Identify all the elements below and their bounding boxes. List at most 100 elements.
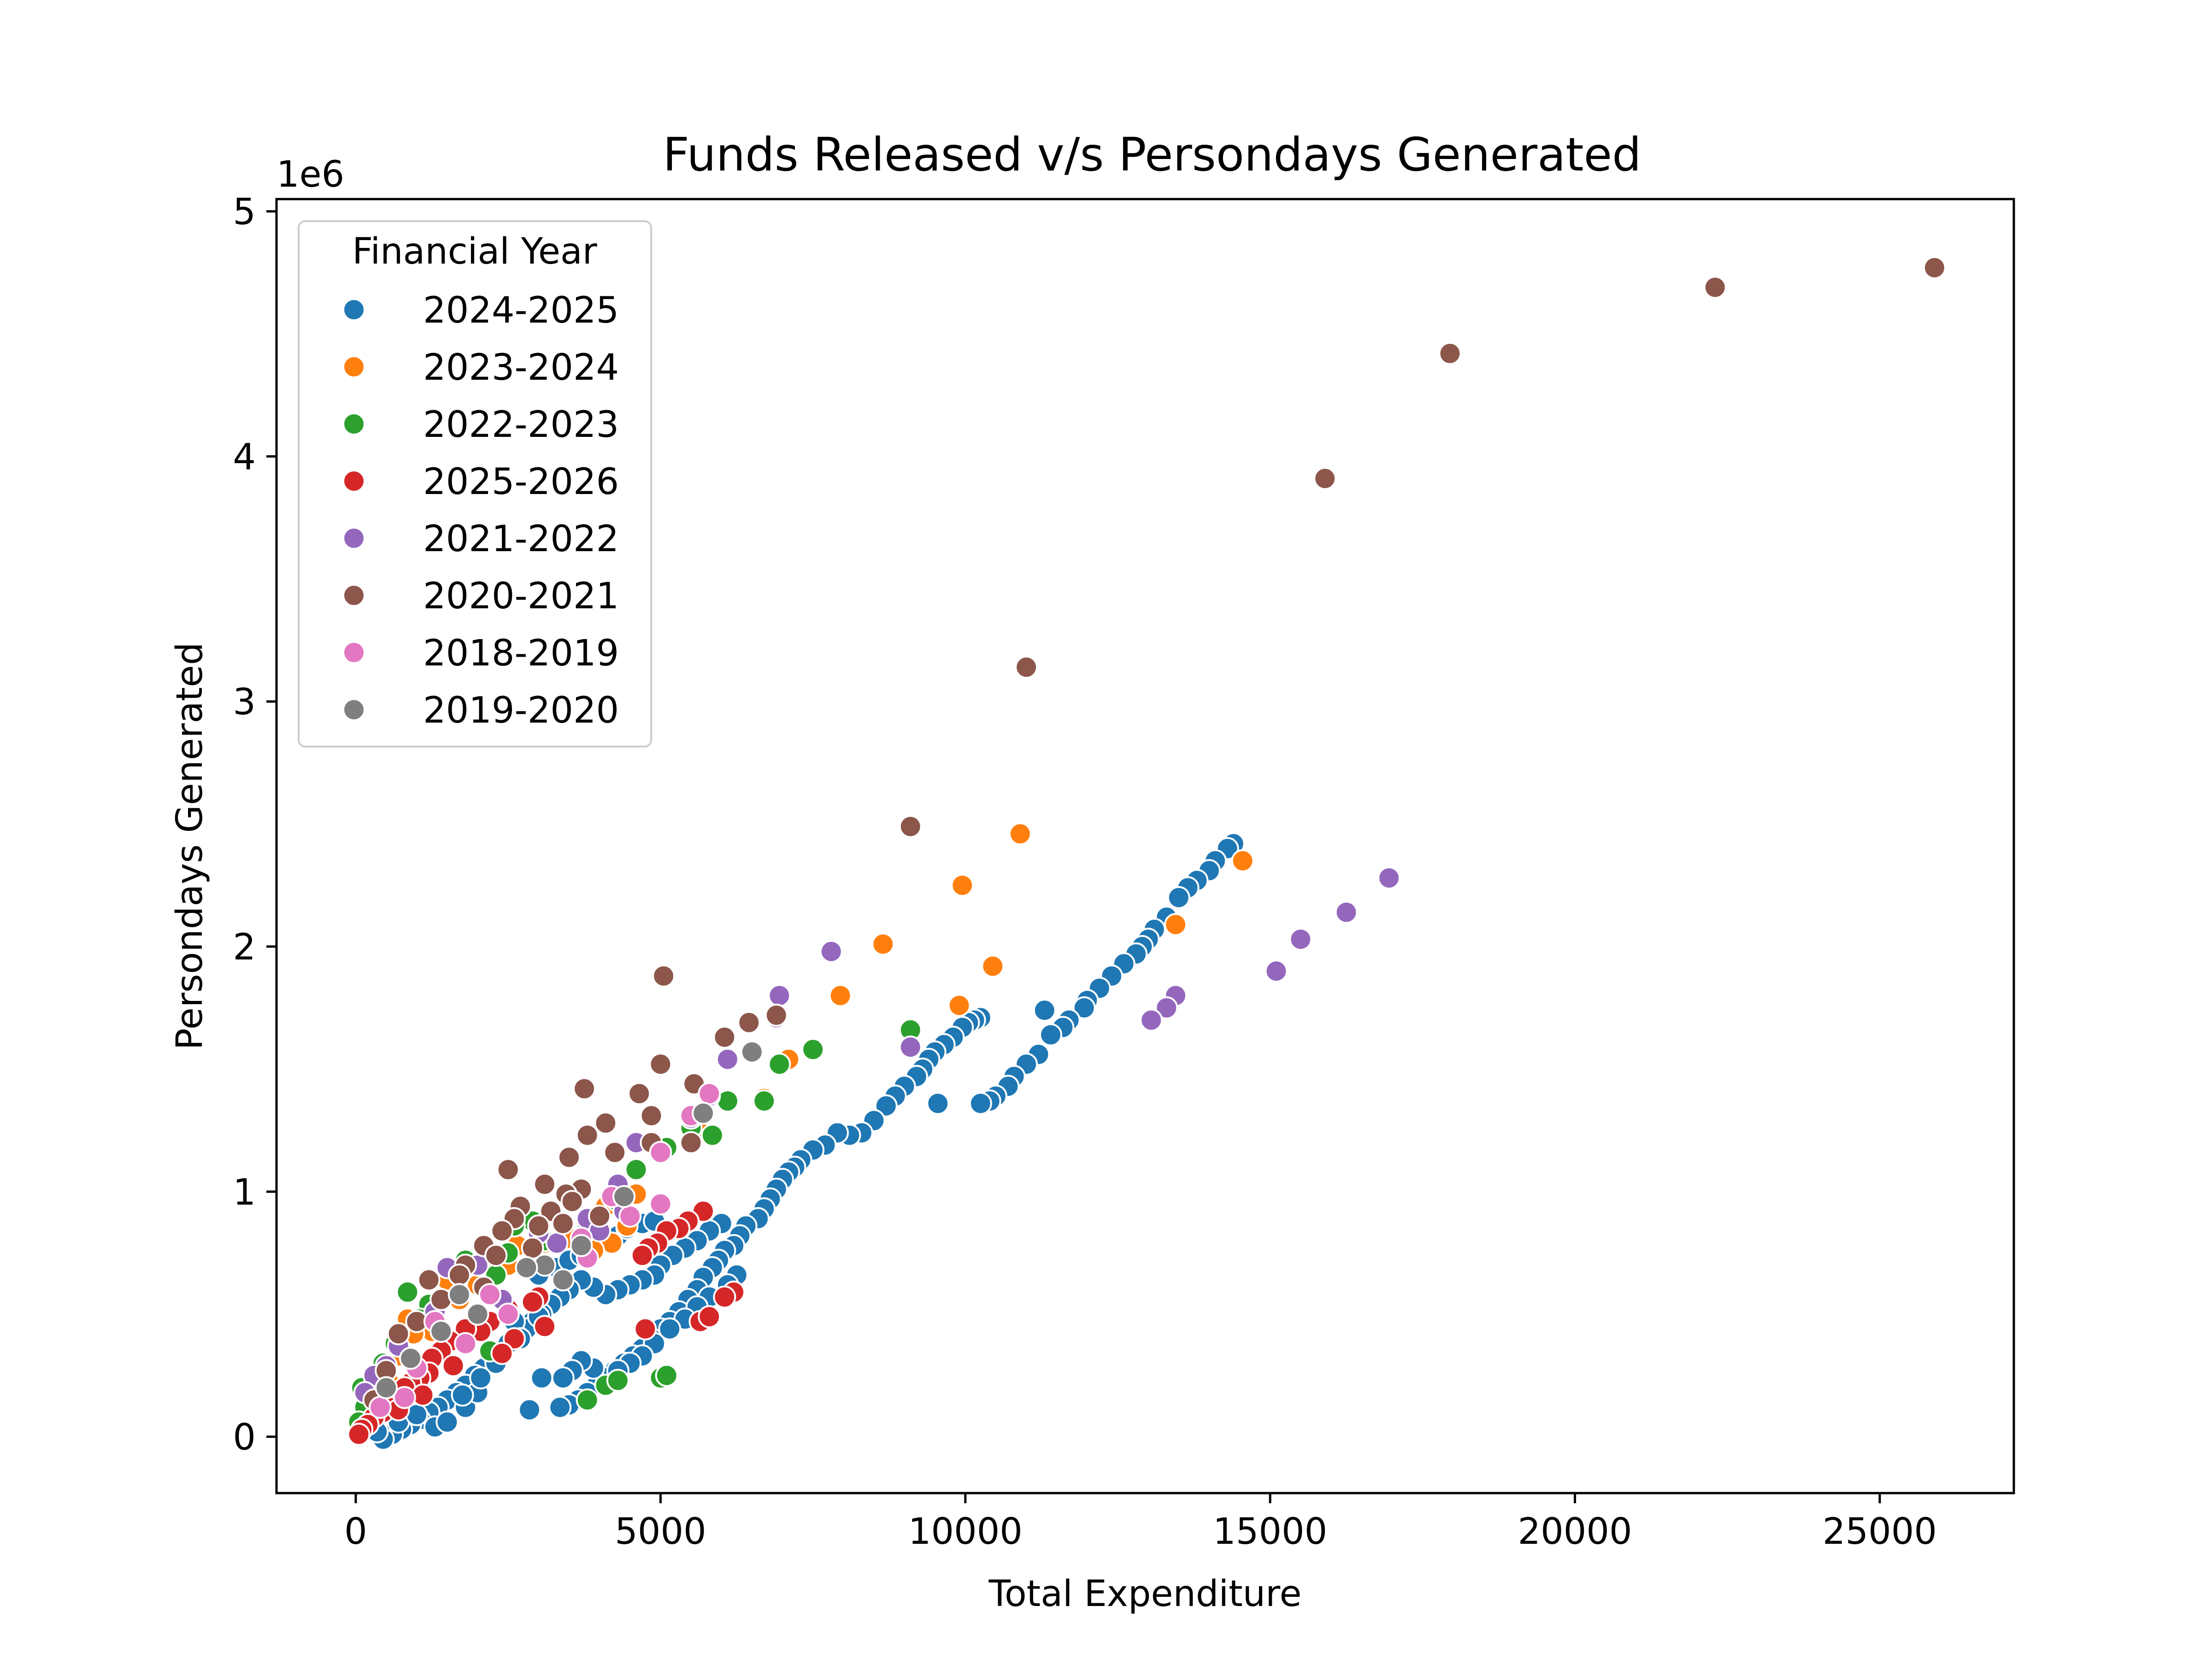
x-tick-label: 15000 (1213, 1511, 1327, 1553)
data-point (515, 1256, 538, 1279)
data-point (698, 1082, 721, 1106)
data-point (1008, 822, 1032, 846)
data-point (819, 940, 843, 963)
data-point (1164, 913, 1188, 936)
data-point (700, 1124, 724, 1147)
legend-marker (342, 298, 365, 321)
data-point (713, 1025, 736, 1049)
data-point (628, 1082, 651, 1106)
data-point (451, 1383, 474, 1407)
data-point (1335, 900, 1358, 924)
data-point (655, 1364, 678, 1387)
legend-label: 2024-2025 (423, 290, 619, 331)
legend-items: 2024-2025 2023-2024 2022-2023 2025-2026 2021… (342, 290, 619, 731)
data-point (618, 1205, 642, 1228)
y-tick-label: 3 (233, 682, 256, 723)
legend-label: 2021-2022 (423, 518, 619, 560)
data-point (698, 1305, 721, 1329)
data-point (1039, 1023, 1062, 1047)
data-point (624, 1158, 648, 1181)
data-point (441, 1354, 465, 1377)
data-point (533, 1315, 556, 1338)
data-point (649, 1053, 672, 1076)
data-point (490, 1341, 514, 1365)
data-point (658, 1317, 682, 1341)
y-tick-label: 1 (233, 1172, 256, 1213)
data-point (548, 1395, 572, 1419)
data-point (926, 1092, 950, 1115)
x-tick-label: 0 (344, 1511, 367, 1553)
data-point (652, 964, 675, 988)
data-point (518, 1398, 541, 1422)
data-point (871, 932, 895, 956)
data-point (1377, 866, 1401, 890)
data-point (947, 994, 971, 1017)
data-point (435, 1410, 459, 1434)
data-point (1015, 655, 1038, 679)
data-point (393, 1386, 416, 1409)
data-point (1438, 342, 1462, 365)
legend-marker (342, 641, 365, 664)
data-point (737, 1011, 761, 1034)
data-point (454, 1332, 477, 1355)
legend-marker (342, 698, 365, 721)
data-point (375, 1376, 398, 1400)
data-point (447, 1283, 471, 1306)
legend: Financial Year 2024-2025 2023-2024 2022-20… (298, 220, 652, 747)
data-point (551, 1366, 575, 1389)
data-point (1167, 886, 1190, 909)
data-point (829, 984, 852, 1007)
legend-marker (342, 527, 365, 550)
data-point (490, 1219, 514, 1242)
data-point (1033, 999, 1056, 1022)
data-point (1265, 959, 1288, 983)
data-point (603, 1141, 627, 1164)
data-point (801, 1038, 825, 1061)
x-axis: 0 5000 10000 15000 20000 25000 (344, 1493, 1937, 1553)
data-point (496, 1302, 520, 1326)
data-point (713, 1285, 736, 1309)
data-point (387, 1322, 410, 1346)
legend-marker (342, 584, 365, 607)
data-point (1289, 928, 1312, 951)
data-point (576, 1124, 599, 1147)
data-point (1231, 849, 1254, 872)
data-point (612, 1185, 635, 1208)
legend-label: 2019-2020 (423, 690, 619, 731)
data-point (469, 1366, 493, 1389)
data-point (557, 1146, 581, 1169)
y-tick-label: 5 (233, 192, 256, 233)
y-tick-label: 0 (233, 1417, 256, 1459)
data-point (576, 1388, 599, 1412)
data-point (527, 1214, 550, 1238)
data-point (560, 1190, 584, 1213)
data-point (753, 1089, 776, 1113)
data-point (1072, 996, 1096, 1019)
data-point (951, 874, 974, 897)
data-point (368, 1395, 392, 1419)
x-tick-label: 10000 (908, 1511, 1023, 1553)
data-point (981, 954, 1005, 978)
data-point (1703, 276, 1727, 299)
data-point (588, 1205, 612, 1228)
legend-label: 2022-2023 (423, 404, 619, 446)
data-point (551, 1268, 575, 1292)
data-point (447, 1263, 471, 1287)
data-point (530, 1366, 553, 1389)
x-tick-label: 5000 (615, 1511, 706, 1553)
legend-label: 2023-2024 (423, 347, 619, 388)
data-point (640, 1104, 663, 1127)
data-point (521, 1290, 544, 1314)
data-point (692, 1101, 715, 1125)
data-point (478, 1283, 501, 1306)
data-point (1313, 467, 1337, 490)
legend-frame (298, 220, 652, 747)
legend-marker (342, 412, 365, 435)
data-point (1140, 1008, 1163, 1032)
data-point (1155, 996, 1178, 1019)
data-point (765, 1004, 788, 1027)
data-point (496, 1158, 520, 1181)
data-point (484, 1244, 508, 1267)
data-point (594, 1112, 618, 1135)
